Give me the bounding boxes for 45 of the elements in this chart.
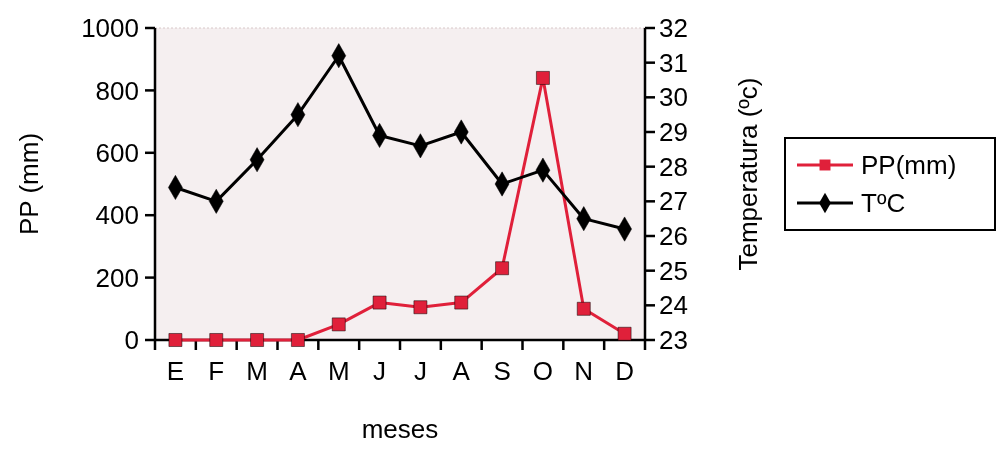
- x-tick-label: E: [166, 356, 185, 386]
- y2-tick-label: 28: [659, 151, 688, 182]
- point: [617, 326, 632, 341]
- x-tick-label: S: [493, 356, 511, 386]
- y-tick-label: 600: [95, 137, 139, 168]
- x-tick-label: O: [532, 356, 554, 386]
- point: [168, 333, 183, 347]
- y2-tick-label: 23: [659, 325, 688, 356]
- y2-tick-label: 27: [659, 186, 688, 217]
- x-tick-label: A: [289, 356, 308, 386]
- y2-tick-label: 29: [659, 117, 688, 148]
- x-axis-title: meses: [361, 414, 439, 444]
- y-tick-label: 1000: [81, 13, 139, 44]
- point: [291, 333, 305, 347]
- point: [250, 333, 264, 347]
- point: [209, 333, 224, 347]
- x-tick-label: A: [452, 356, 471, 386]
- point: [495, 261, 509, 276]
- y-tick-label: 800: [95, 75, 139, 106]
- legend-label: PP(mm): [861, 150, 957, 181]
- x-tick-label: N: [574, 356, 594, 386]
- y-tick-label: 400: [95, 200, 139, 231]
- x-tick-label: J: [373, 356, 387, 386]
- point: [454, 295, 469, 310]
- y2-axis-title: Temperatura (ºc): [733, 77, 763, 271]
- y-tick-label: 0: [124, 325, 139, 356]
- x-tick-label: J: [413, 356, 427, 386]
- x-tick-label: M: [246, 356, 268, 386]
- point: [331, 317, 346, 332]
- point: [372, 295, 387, 310]
- y2-tick-label: 31: [659, 47, 688, 78]
- point: [413, 300, 428, 315]
- y2-tick-label: 26: [659, 221, 688, 252]
- point: [576, 302, 591, 316]
- y2-tick-label: 32: [659, 13, 688, 44]
- x-tick-label: M: [327, 356, 350, 386]
- y2-tick-label: 30: [659, 82, 688, 113]
- y-tick-label: 200: [95, 262, 139, 293]
- legend-label: TºC: [861, 188, 906, 219]
- x-tick-label: D: [615, 356, 634, 386]
- point: [536, 71, 550, 85]
- y2-tick-label: 24: [659, 290, 688, 321]
- y2-tick-label: 25: [659, 255, 688, 286]
- y-axis-title: PP (mm): [14, 132, 44, 236]
- x-tick-label: F: [208, 356, 225, 386]
